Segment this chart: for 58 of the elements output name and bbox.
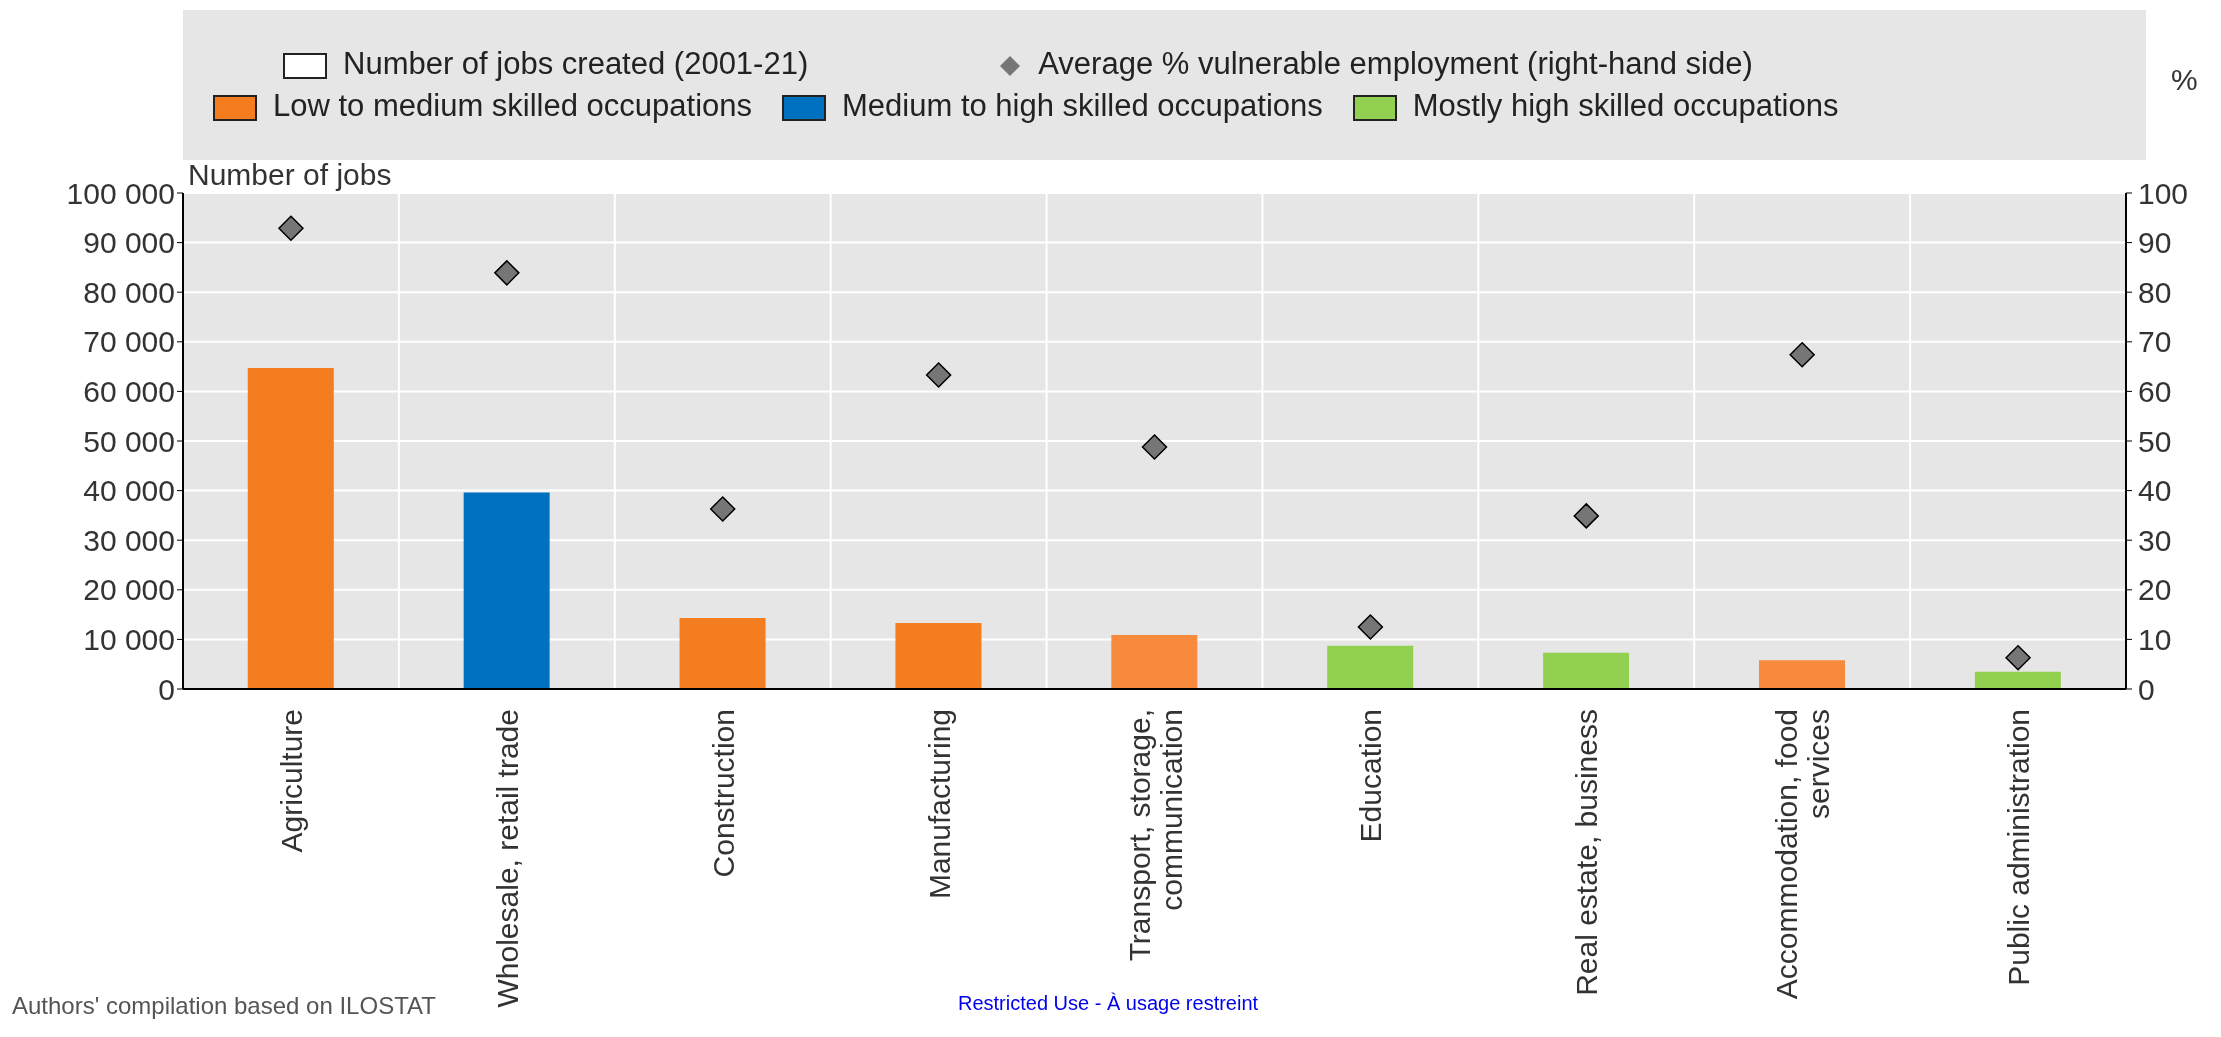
point — [1789, 341, 1815, 368]
bar — [1543, 652, 1630, 689]
bar — [1758, 660, 1845, 689]
y2-tick-label: 20 — [2138, 573, 2172, 607]
y-tick-label: 20 000 — [83, 573, 175, 607]
x-tick-label: Transport, storage, communication — [1122, 709, 1188, 962]
legend-label: Medium to high skilled occupations — [842, 88, 1323, 123]
text: Restricted Use - À usage restreint — [958, 992, 1259, 1015]
y2-tick-label: 90 — [2138, 226, 2172, 260]
x-tick-label: Public administration — [2002, 709, 2036, 986]
y-tick-label: 40 000 — [83, 474, 175, 508]
x-tick-label: Education — [1354, 709, 1388, 843]
x-tick-label: Agriculture — [274, 709, 308, 853]
x-tick-label: Real estate, business — [1570, 709, 1604, 996]
bar — [1327, 645, 1414, 689]
bar — [679, 618, 766, 689]
y2-axis-title: % — [2171, 63, 2198, 97]
y2-tick-label: 100 — [2138, 176, 2189, 210]
y2-tick-label: 70 — [2138, 325, 2172, 359]
bar — [247, 368, 334, 689]
legend-label: Low to medium skilled occupations — [273, 88, 753, 123]
bar — [1111, 634, 1198, 689]
y2-tick-label: 10 — [2138, 622, 2172, 656]
x-tick-label: Construction — [706, 709, 740, 878]
y2-tick-label: 30 — [2138, 523, 2172, 557]
y-tick-label: 50 000 — [83, 424, 175, 458]
text: Authors' compilation based on ILOSTAT — [12, 992, 436, 1020]
y-tick-label: 30 000 — [83, 523, 175, 557]
y-tick-label: 70 000 — [83, 325, 175, 359]
y2-tick-label: 60 — [2138, 374, 2172, 408]
point — [709, 496, 736, 522]
point — [494, 260, 520, 286]
point — [278, 215, 304, 241]
bar — [1974, 671, 2061, 689]
y-tick-label: 60 000 — [83, 375, 175, 409]
legend-title: Number of jobs created (2001-21) — [343, 46, 809, 81]
y-axis-title: Number of jobs — [188, 158, 392, 192]
x-tick-label: Wholesale, retail trade — [490, 709, 524, 1008]
y2-tick-label: 50 — [2138, 424, 2172, 458]
point — [1357, 614, 1384, 640]
x-tick-label: Accommodation, food services — [1770, 709, 1836, 1000]
point — [1141, 434, 1168, 460]
y2-tick-label: 80 — [2138, 275, 2172, 309]
y2-tick-label: 0 — [2138, 672, 2155, 706]
x-tick-label: Manufacturing — [922, 709, 956, 900]
point — [1573, 503, 1600, 529]
point — [2005, 645, 2031, 671]
y-tick-label: 10 000 — [83, 623, 175, 657]
legend-label: Mostly high skilled occupations — [1412, 88, 1839, 123]
y-tick-label: 0 — [158, 672, 175, 706]
bar — [895, 623, 982, 689]
y-tick-label: 100 000 — [66, 176, 175, 210]
y2-tick-label: 40 — [2138, 474, 2172, 508]
y-tick-label: 90 000 — [83, 226, 175, 260]
legend-label: Average % vulnerable employment (right-hand side) — [1038, 46, 1753, 81]
point — [925, 362, 952, 388]
bar — [463, 492, 550, 689]
y-tick-label: 80 000 — [83, 275, 175, 309]
